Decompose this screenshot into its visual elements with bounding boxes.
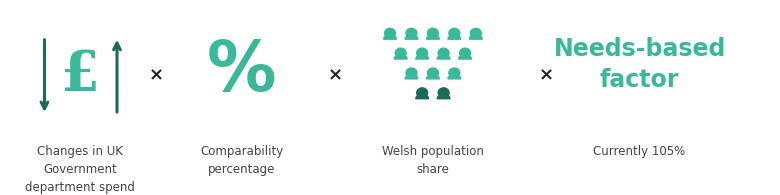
Text: Welsh population
share: Welsh population share — [382, 145, 484, 176]
Circle shape — [417, 48, 427, 58]
Circle shape — [406, 68, 417, 78]
PathPatch shape — [416, 94, 428, 99]
PathPatch shape — [438, 55, 450, 59]
Circle shape — [438, 88, 449, 98]
Circle shape — [470, 28, 481, 38]
PathPatch shape — [470, 35, 482, 39]
PathPatch shape — [427, 35, 439, 39]
Circle shape — [427, 68, 438, 78]
PathPatch shape — [416, 55, 428, 59]
Circle shape — [417, 88, 427, 98]
Circle shape — [448, 68, 459, 78]
PathPatch shape — [459, 55, 471, 59]
Text: £: £ — [61, 48, 100, 103]
PathPatch shape — [427, 74, 439, 79]
Circle shape — [459, 48, 470, 58]
Text: ×: × — [148, 66, 164, 84]
PathPatch shape — [448, 74, 461, 79]
Text: %: % — [207, 38, 277, 105]
Text: Currently 105%: Currently 105% — [594, 145, 686, 158]
PathPatch shape — [395, 55, 407, 59]
Text: Needs-based
factor: Needs-based factor — [554, 37, 725, 92]
Text: Changes in UK
Government
department spend: Changes in UK Government department spen… — [26, 145, 135, 194]
Circle shape — [395, 48, 406, 58]
Text: Comparability
percentage: Comparability percentage — [200, 145, 283, 176]
PathPatch shape — [448, 35, 461, 39]
Circle shape — [385, 28, 395, 38]
PathPatch shape — [384, 35, 396, 39]
Circle shape — [449, 28, 460, 38]
Text: ×: × — [328, 66, 343, 84]
PathPatch shape — [438, 94, 450, 99]
PathPatch shape — [405, 35, 418, 39]
Circle shape — [406, 28, 417, 38]
Circle shape — [427, 28, 438, 38]
PathPatch shape — [405, 74, 418, 79]
Circle shape — [438, 48, 449, 58]
Text: ×: × — [538, 66, 554, 84]
